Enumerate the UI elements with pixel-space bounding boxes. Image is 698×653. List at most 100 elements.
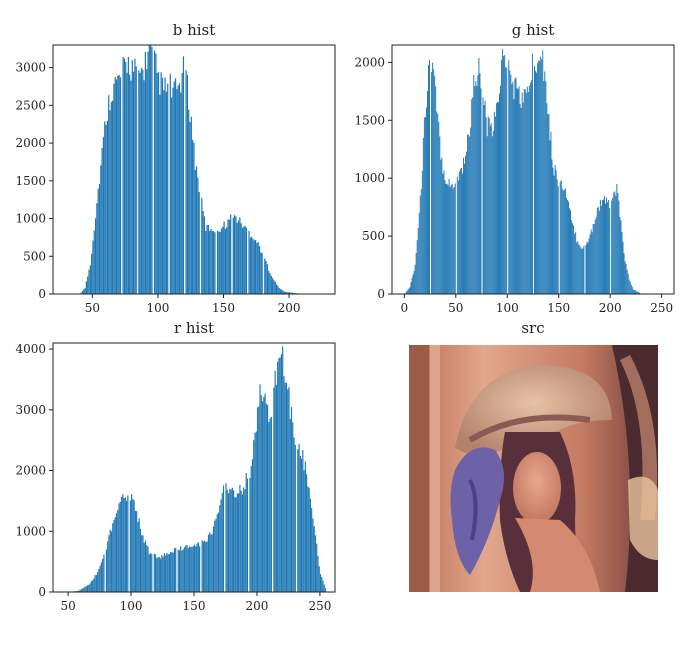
histogram-bar	[560, 180, 562, 294]
histogram-bar	[631, 286, 633, 294]
histogram-bar	[420, 189, 422, 294]
histogram-bar	[417, 228, 419, 294]
histogram-bar	[113, 83, 115, 294]
histogram-bar	[172, 552, 174, 592]
histogram-bar	[214, 232, 216, 294]
histogram-bar	[279, 289, 282, 294]
histogram-bar	[269, 418, 271, 592]
histogram-bar	[241, 494, 243, 592]
histogram-bar	[131, 494, 133, 592]
axes-frame	[391, 44, 675, 295]
histogram-bar	[166, 552, 168, 592]
histogram-bar	[226, 489, 228, 592]
histogram-bar	[212, 526, 215, 592]
histogram-bar	[270, 275, 272, 294]
histogram-bar	[225, 483, 227, 592]
histogram-bar	[114, 77, 116, 294]
y-tick-label: 2000	[15, 464, 46, 478]
histogram-bar	[530, 80, 532, 294]
histogram-bar	[122, 494, 124, 592]
histogram-bar	[573, 225, 575, 294]
histogram-bar	[500, 85, 502, 294]
histogram-bar	[490, 123, 492, 295]
histogram-bar	[106, 120, 108, 294]
histogram-bar	[144, 540, 147, 592]
histogram-bar	[283, 291, 286, 294]
histogram-bar	[162, 556, 164, 592]
histogram-bar	[545, 81, 547, 295]
histogram-bar	[619, 217, 621, 294]
histogram-bar	[146, 69, 148, 294]
histogram-bar	[577, 241, 579, 294]
histogram-bar	[136, 511, 138, 592]
y-tick-label: 1000	[15, 212, 46, 226]
histogram-bar	[258, 406, 260, 592]
histogram-bar	[518, 86, 520, 294]
histogram-bar	[237, 220, 240, 294]
histogram-bar	[230, 489, 232, 592]
histogram-bar	[436, 111, 438, 294]
histogram-bar	[243, 226, 245, 294]
histogram-bar	[205, 230, 207, 294]
histogram-bar	[96, 203, 98, 294]
histogram-bar	[434, 76, 436, 294]
histogram-bar	[278, 288, 280, 294]
histogram-bar	[309, 498, 311, 592]
histogram-bar	[177, 549, 179, 592]
x-tick-label: 50	[60, 599, 75, 613]
histogram-bar	[112, 523, 114, 592]
r-hist-chart: r hist 50 100 150 200 250 0 1000 2000 3000 4000	[15, 319, 336, 613]
histogram-bar	[153, 553, 155, 592]
histogram-bar	[185, 70, 187, 294]
histogram-bar	[564, 188, 566, 294]
histogram-bar	[239, 217, 241, 294]
histogram-bar	[250, 465, 252, 592]
histogram-bar	[602, 199, 604, 294]
histogram-bar	[422, 137, 424, 294]
histogram-bar	[600, 205, 602, 294]
histogram-bar	[302, 450, 304, 592]
histogram-bar	[519, 104, 521, 294]
histogram-bar	[86, 585, 89, 592]
histogram-bar	[553, 175, 555, 294]
histogram-bar	[160, 72, 162, 295]
histogram-bar	[240, 490, 242, 592]
histogram-bar	[562, 190, 564, 294]
histogram-bar	[92, 240, 94, 294]
histogram-bar	[270, 416, 272, 592]
histogram-bar	[85, 281, 87, 294]
histogram-bar	[289, 292, 291, 294]
histogram-bar	[173, 548, 176, 592]
histogram-bar	[100, 165, 102, 294]
histogram-bar	[630, 284, 632, 294]
histogram-bar	[142, 535, 144, 592]
histogram-bar	[261, 253, 263, 294]
histogram-bar	[632, 289, 634, 294]
histogram-bar	[493, 111, 495, 294]
histogram-bar	[149, 553, 152, 592]
histogram-bar	[192, 139, 194, 294]
histogram-bar	[97, 188, 99, 294]
histogram-bar	[468, 134, 470, 294]
histogram-bar	[203, 216, 206, 294]
histogram-bar	[226, 227, 228, 294]
histogram-bar	[198, 192, 200, 294]
histogram-bar	[267, 405, 269, 592]
histogram-bar	[272, 278, 274, 294]
histogram-bar	[245, 473, 247, 592]
histogram-bar	[220, 228, 223, 294]
histogram-bar	[187, 548, 189, 592]
histogram-bar	[590, 229, 592, 294]
histogram-bar	[629, 281, 631, 294]
histogram-bar	[115, 79, 118, 294]
histogram-bar	[81, 588, 84, 592]
histogram-bar	[252, 238, 254, 294]
histogram-bar	[177, 85, 179, 295]
histogram-bar	[254, 240, 257, 294]
histogram-bar	[411, 277, 413, 294]
histogram-bar	[301, 458, 303, 592]
histogram-bar	[595, 216, 597, 294]
histogram-bar	[498, 102, 499, 294]
histogram-bar	[437, 113, 439, 294]
histogram-bar	[312, 518, 314, 592]
